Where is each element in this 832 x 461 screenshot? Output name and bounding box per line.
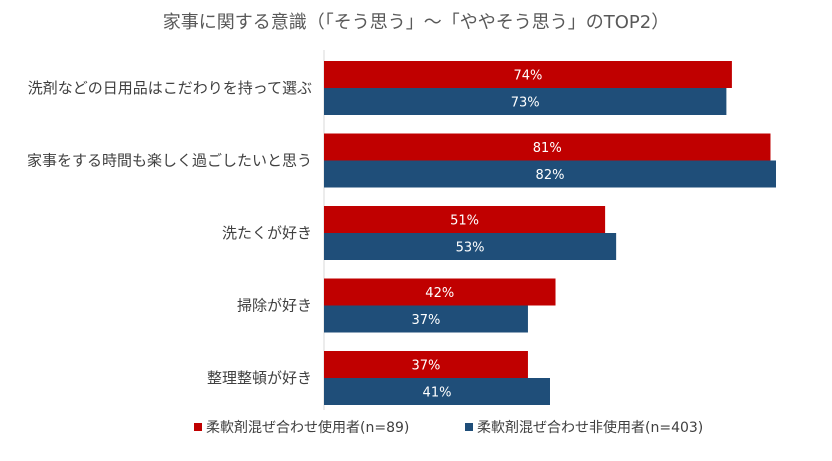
category-label: 家事をする時間も楽しく過ごしたいと思う [27,152,312,170]
bar-s1-c3 [324,206,606,233]
category-labels: 洗剤などの日用品はこだわりを持って選ぶ家事をする時間も楽しく過ごしたいと思う洗た… [27,79,312,387]
bar-s1-c1 [324,61,732,88]
bar-s2-c2 [324,160,776,188]
bar-s2-c1 [324,88,727,115]
bar-s2-c4 [324,305,528,333]
data-label: 74% [513,69,542,84]
category-label: 洗剤などの日用品はこだわりを持って選ぶ [28,79,312,97]
category-label: 整理整頓が好き [207,369,312,387]
bars: 74% 73% 81% 82% 51% 53% 42% 37% 37% 41% [324,61,776,405]
data-label: 51% [450,214,479,229]
bar-s1-c5 [324,351,528,378]
data-label: 42% [425,286,454,301]
category-label: 掃除が好き [237,297,312,315]
data-label: 37% [412,359,441,374]
legend-swatch [194,423,202,431]
legend-label: 柔軟剤混ぜ合わせ使用者(n=89) [206,419,409,436]
data-label: 82% [536,168,565,183]
bar-s2-c3 [324,233,617,260]
data-label: 41% [423,386,452,401]
legend-swatch [465,423,473,431]
chart-title: 家事に関する意識（「そう思う」～「ややそう思う」のTOP2） [163,12,669,33]
bar-s1-c4 [324,278,556,306]
legend: 柔軟剤混ぜ合わせ使用者(n=89) 柔軟剤混ぜ合わせ非使用者(n=403) [194,419,703,436]
category-label: 洗たくが好き [222,224,312,242]
legend-label: 柔軟剤混ぜ合わせ非使用者(n=403) [477,419,703,436]
bar-s2-c5 [324,378,550,405]
data-label: 53% [456,241,485,256]
data-label: 81% [533,141,562,156]
bar-s1-c2 [324,133,771,161]
data-label: 37% [412,313,441,328]
data-label: 73% [511,96,540,111]
